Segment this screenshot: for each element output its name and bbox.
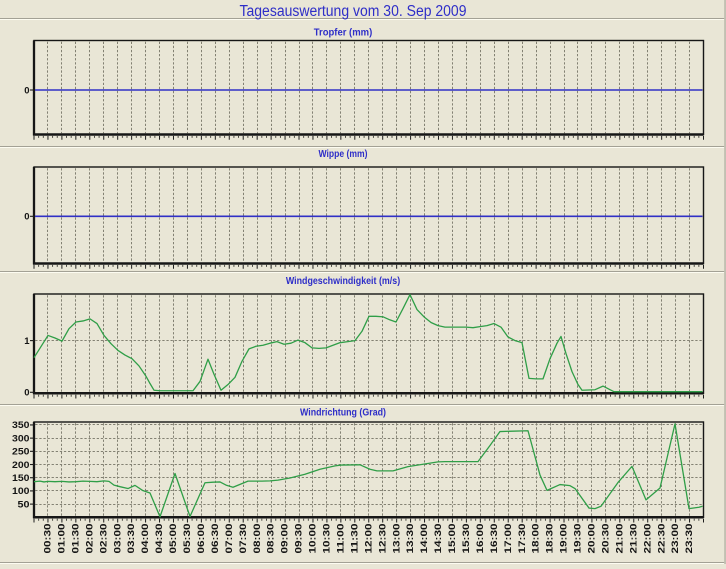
- svg-text:03:00: 03:00: [112, 524, 123, 554]
- svg-text:17:00: 17:00: [503, 524, 514, 554]
- svg-text:17:30: 17:30: [517, 524, 528, 554]
- svg-text:19:30: 19:30: [573, 524, 584, 554]
- svg-text:1: 1: [24, 336, 30, 347]
- svg-text:50: 50: [18, 499, 30, 510]
- svg-text:15:00: 15:00: [447, 524, 458, 554]
- svg-text:15:30: 15:30: [461, 524, 472, 554]
- svg-text:18:30: 18:30: [545, 524, 556, 554]
- svg-text:08:30: 08:30: [266, 524, 277, 554]
- svg-text:16:30: 16:30: [489, 524, 500, 554]
- svg-text:02:30: 02:30: [98, 524, 109, 554]
- svg-text:Tropfer (mm): Tropfer (mm): [314, 27, 373, 39]
- svg-text:13:30: 13:30: [405, 524, 416, 554]
- svg-text:Windgeschwindigkeit (m/s): Windgeschwindigkeit (m/s): [286, 275, 400, 287]
- svg-text:06:30: 06:30: [210, 524, 221, 554]
- svg-text:100: 100: [12, 486, 30, 497]
- svg-text:03:30: 03:30: [126, 524, 137, 554]
- svg-text:13:00: 13:00: [391, 524, 402, 554]
- svg-text:20:30: 20:30: [600, 524, 611, 554]
- svg-text:07:30: 07:30: [238, 524, 249, 554]
- svg-text:07:00: 07:00: [224, 524, 235, 554]
- svg-text:11:30: 11:30: [349, 524, 360, 554]
- svg-text:04:00: 04:00: [140, 524, 151, 554]
- svg-text:05:30: 05:30: [182, 524, 193, 554]
- svg-text:20:00: 20:00: [587, 524, 598, 554]
- svg-text:01:00: 01:00: [57, 524, 68, 554]
- svg-text:21:30: 21:30: [628, 524, 639, 554]
- svg-text:08:00: 08:00: [252, 524, 263, 554]
- svg-text:250: 250: [12, 447, 30, 458]
- svg-text:05:00: 05:00: [168, 524, 179, 554]
- svg-text:300: 300: [12, 433, 30, 444]
- svg-text:02:00: 02:00: [84, 524, 95, 554]
- svg-text:22:30: 22:30: [656, 524, 667, 554]
- svg-text:21:00: 21:00: [614, 524, 625, 554]
- svg-text:10:00: 10:00: [308, 524, 319, 554]
- svg-text:04:30: 04:30: [154, 524, 165, 554]
- svg-text:11:00: 11:00: [335, 524, 346, 554]
- svg-text:Wippe (mm): Wippe (mm): [319, 148, 368, 160]
- svg-text:23:30: 23:30: [684, 524, 695, 554]
- svg-text:0: 0: [24, 212, 29, 223]
- svg-text:200: 200: [12, 460, 30, 471]
- svg-text:09:30: 09:30: [294, 524, 305, 554]
- svg-text:12:30: 12:30: [377, 524, 388, 554]
- svg-text:23:00: 23:00: [670, 524, 681, 554]
- svg-text:10:30: 10:30: [322, 524, 333, 554]
- svg-text:00:30: 00:30: [43, 524, 54, 554]
- svg-text:01:30: 01:30: [70, 524, 81, 554]
- svg-text:150: 150: [12, 473, 30, 484]
- svg-text:14:00: 14:00: [419, 524, 430, 554]
- svg-text:19:00: 19:00: [559, 524, 570, 554]
- svg-text:0: 0: [24, 388, 29, 399]
- svg-text:Windrichtung (Grad): Windrichtung (Grad): [300, 407, 386, 419]
- svg-text:Tagesauswertung vom 30. Sep 20: Tagesauswertung vom 30. Sep 2009: [240, 3, 467, 20]
- svg-text:12:00: 12:00: [363, 524, 374, 554]
- svg-text:06:00: 06:00: [196, 524, 207, 554]
- svg-text:09:00: 09:00: [280, 524, 291, 554]
- svg-text:16:00: 16:00: [475, 524, 486, 554]
- svg-text:22:00: 22:00: [642, 524, 653, 554]
- svg-text:18:00: 18:00: [531, 524, 542, 554]
- svg-text:0: 0: [24, 85, 29, 96]
- svg-text:14:30: 14:30: [433, 524, 444, 554]
- svg-text:350: 350: [12, 420, 30, 431]
